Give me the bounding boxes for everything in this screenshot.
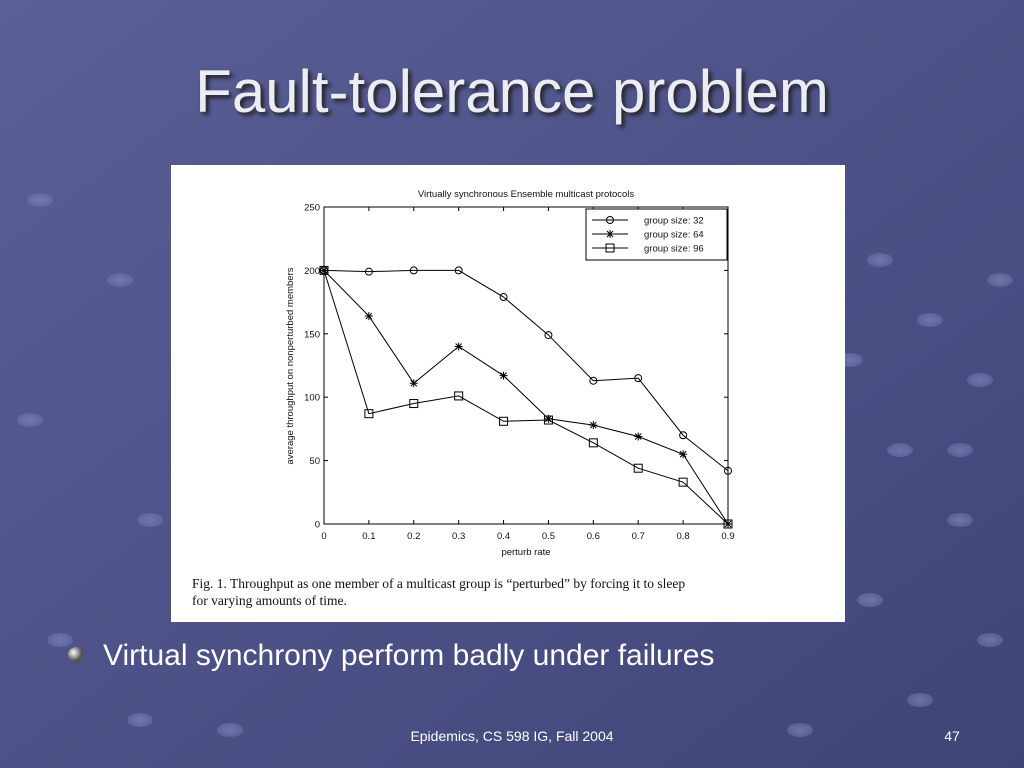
x-axis-label: perturb rate (501, 547, 550, 558)
bullet-text: Virtual synchrony perform badly under fa… (103, 639, 714, 672)
marker (454, 266, 463, 275)
y-tick-label: 150 (304, 329, 320, 340)
x-tick-label: 0 (321, 531, 326, 542)
x-tick-label: 0.2 (407, 531, 420, 542)
dot (907, 693, 933, 707)
marker (454, 342, 463, 351)
series-line (323, 270, 729, 525)
dot (47, 633, 73, 647)
y-tick-label: 250 (304, 203, 320, 214)
marker (634, 374, 643, 383)
dot (857, 593, 883, 607)
y-tick-label: 0 (315, 520, 320, 531)
marker (679, 450, 688, 459)
x-tick-label: 0.3 (452, 531, 465, 542)
dot (917, 313, 943, 327)
series-line (323, 269, 729, 472)
caption-line: for varying amounts of time. (192, 593, 347, 608)
dot (137, 513, 163, 527)
dot (27, 193, 53, 207)
legend-marker (606, 230, 614, 238)
dot (217, 723, 243, 737)
x-tick-label: 0.4 (497, 531, 510, 542)
marker (499, 293, 508, 302)
marker (589, 376, 598, 385)
marker (544, 331, 553, 340)
marker (364, 267, 373, 276)
legend-label: group size: 32 (644, 216, 704, 227)
plot-frame (323, 206, 729, 525)
dot (867, 253, 893, 267)
legend-label: group size: 64 (644, 230, 704, 241)
marker (499, 371, 508, 380)
marker (588, 438, 598, 448)
dot (787, 723, 813, 737)
marker (409, 266, 418, 275)
dot (887, 443, 913, 457)
marker (454, 391, 464, 401)
marker (633, 463, 643, 473)
marker (723, 519, 733, 529)
marker (679, 431, 688, 440)
x-tick-label: 0.9 (721, 531, 734, 542)
marker (543, 415, 553, 425)
marker (499, 416, 509, 426)
figure (171, 165, 845, 622)
slide-title: Fault-tolerance problem (195, 58, 829, 125)
dot (977, 633, 1003, 647)
bullet-icon (68, 647, 84, 663)
y-tick-label: 50 (309, 456, 320, 467)
series-line (323, 270, 729, 525)
marker (678, 477, 688, 487)
marker (724, 466, 732, 475)
y-tick-label: 100 (304, 393, 320, 404)
dot (987, 273, 1013, 287)
dot (947, 443, 973, 457)
legend-marker (606, 216, 614, 224)
marker (409, 379, 418, 388)
dot (127, 713, 153, 727)
dot (107, 273, 133, 287)
y-tick-label: 200 (304, 266, 320, 277)
dot (947, 513, 973, 527)
marker (364, 409, 374, 419)
marker (589, 421, 598, 430)
page-number: 47 (944, 728, 960, 744)
chart-title: Virtually synchronous Ensemble multicast… (418, 189, 635, 200)
marker (544, 414, 553, 423)
marker (634, 432, 643, 441)
dot (17, 413, 43, 427)
dot (967, 373, 993, 387)
marker (364, 312, 373, 321)
x-tick-label: 0.8 (677, 531, 690, 542)
legend-marker (605, 243, 615, 253)
x-tick-label: 0.6 (587, 531, 600, 542)
x-tick-label: 0.5 (542, 531, 555, 542)
marker (409, 399, 419, 409)
x-tick-label: 0.7 (632, 531, 645, 542)
y-axis-label: average throughput on nonperturbed membe… (285, 267, 296, 464)
x-tick-label: 0.1 (362, 531, 375, 542)
caption-line: Fig. 1. Throughput as one member of a mu… (192, 576, 685, 591)
decoration (17, 193, 1013, 737)
footer: Epidemics, CS 598 IG, Fall 2004 (410, 728, 613, 744)
marker (319, 265, 329, 275)
legend-label: group size: 96 (644, 244, 704, 255)
